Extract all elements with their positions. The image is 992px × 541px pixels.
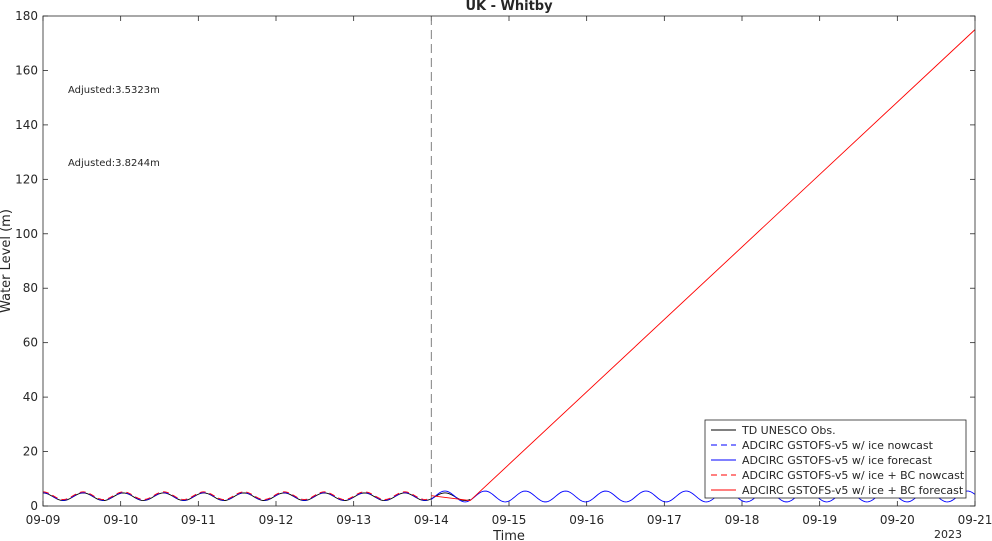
x-tick-label: 09-11 xyxy=(181,513,216,527)
legend: TD UNESCO Obs. ADCIRC GSTOFS-v5 w/ ice no… xyxy=(704,419,967,499)
y-tick-label: 120 xyxy=(15,172,38,186)
legend-label-3: ADCIRC GSTOFS-v5 w/ ice + BC nowcast xyxy=(742,469,965,482)
x-tick-label: 09-13 xyxy=(336,513,371,527)
plot-area-frame xyxy=(42,15,976,507)
legend-box xyxy=(704,419,967,499)
x-tick-label: 09-16 xyxy=(569,513,604,527)
annotation-adjusted-red: Adjusted:3.8244m xyxy=(68,158,160,169)
series-line-3 xyxy=(42,491,432,500)
y-axis-label: Water Level (m) xyxy=(0,209,14,313)
x-tick-label: 09-12 xyxy=(259,513,294,527)
annotation-adjusted-blue: Adjusted:3.5323m xyxy=(68,85,160,96)
x-axis-label: Time xyxy=(492,529,525,541)
y-tick-label: 0 xyxy=(30,499,38,513)
x-tick-label: 09-18 xyxy=(725,513,760,527)
legend-label-2: ADCIRC GSTOFS-v5 w/ ice forecast xyxy=(742,454,933,467)
legend-label-1: ADCIRC GSTOFS-v5 w/ ice nowcast xyxy=(742,439,934,452)
x-tick-label: 09-20 xyxy=(880,513,915,527)
legend-label-4: ADCIRC GSTOFS-v5 w/ ice + BC forecast xyxy=(742,484,964,497)
y-tick-label: 160 xyxy=(15,63,38,77)
legend-label-0: TD UNESCO Obs. xyxy=(741,424,836,437)
y-tick-label: 100 xyxy=(15,227,38,241)
x-tick-label: 09-19 xyxy=(802,513,837,527)
y-tick-label: 140 xyxy=(15,118,38,132)
x-year-label: 2023 xyxy=(934,528,962,541)
x-tick-label: 09-14 xyxy=(414,513,449,527)
series-line-1 xyxy=(42,492,432,501)
x-tick-label: 09-21 xyxy=(958,513,992,527)
y-tick-label: 180 xyxy=(15,9,38,23)
y-tick-label: 20 xyxy=(23,445,38,459)
y-tick-label: 40 xyxy=(23,390,38,404)
chart-title: UK - Whitby xyxy=(465,0,553,14)
x-tick-label: 09-15 xyxy=(492,513,527,527)
x-tick-label: 09-17 xyxy=(647,513,682,527)
y-tick-label: 60 xyxy=(23,336,38,350)
x-tick-label: 09-09 xyxy=(26,513,61,527)
y-tick-label: 80 xyxy=(23,281,38,295)
x-tick-label: 09-10 xyxy=(103,513,138,527)
series-line-4 xyxy=(431,29,976,502)
